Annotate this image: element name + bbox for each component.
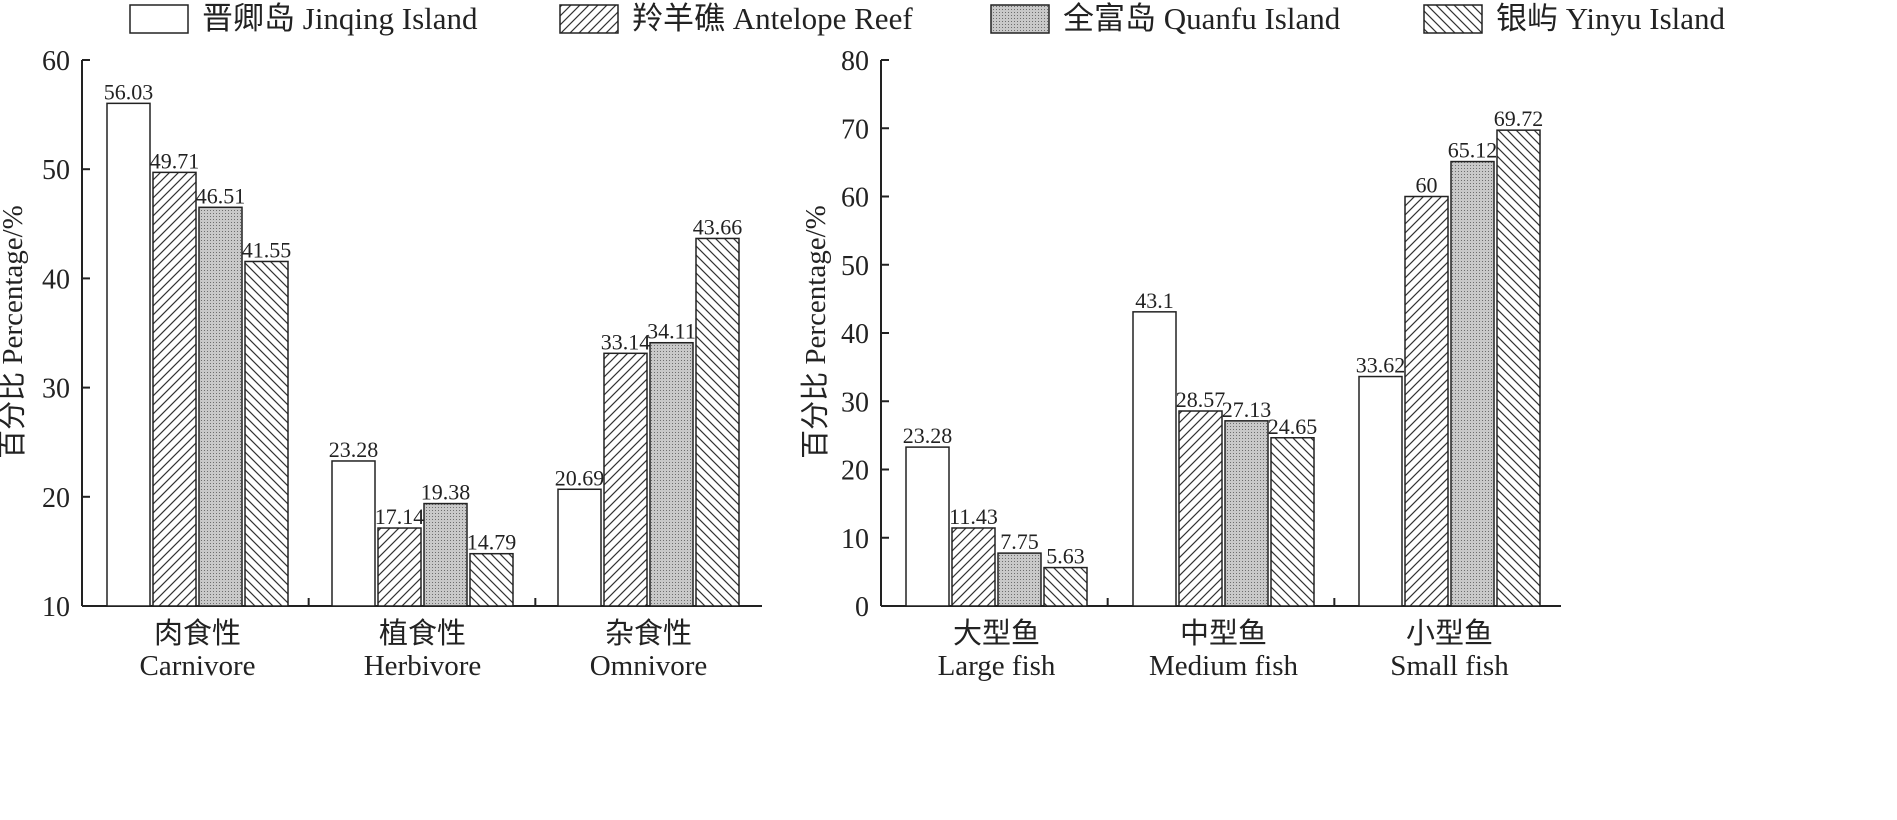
x-category-label-cn: 肉食性 [154,617,241,650]
y-tick-label: 20 [42,483,70,514]
data-label: 28.57 [1176,387,1226,412]
data-label: 43.1 [1135,288,1174,313]
bar-1-0-0 [905,446,950,607]
data-label: 5.63 [1046,544,1085,569]
data-label: 46.51 [196,183,246,208]
data-label: 65.12 [1448,138,1498,163]
bar-1-2-1 [1404,195,1449,607]
data-label: 41.55 [242,237,292,262]
y-axis-title: 百分比 Percentage/% [0,205,29,459]
data-label: 14.79 [467,530,517,555]
y-tick-label: 80 [841,46,869,77]
y-tick-label: 30 [42,374,70,405]
x-category-label-en: Herbivore [364,650,482,682]
legend-label-yinyu: 银屿 Yinyu Island [1496,1,1726,36]
bar-0-0-0 [106,102,151,607]
y-axis-title: 百分比 Percentage/% [799,205,832,459]
data-label: 20.69 [555,465,605,490]
legend-swatch-yinyu [1423,4,1483,34]
data-label: 69.72 [1494,106,1544,131]
data-label: 49.71 [150,148,200,173]
x-category-label-en: Small fish [1390,650,1509,682]
y-tick-label: 20 [841,456,869,487]
bar-0-0-1 [152,171,197,607]
legend-swatch-antelope [559,4,619,34]
bar-0-2-1 [603,352,648,607]
x-category-label-en: Omnivore [590,650,708,682]
bar-1-2-0 [1358,375,1403,607]
bar-1-1-3 [1270,437,1315,607]
x-category-label-cn: 小型鱼 [1406,617,1493,650]
bar-1-1-1 [1178,410,1223,607]
y-tick-label: 10 [42,592,70,623]
data-label: 24.65 [1268,414,1318,439]
legend-swatch-quanfu [990,4,1050,34]
x-category-label-en: Carnivore [140,650,256,682]
data-label: 23.28 [903,423,953,448]
bar-0-1-3 [469,552,514,607]
data-label: 23.28 [329,437,379,462]
legend-swatch-jinqing [129,4,189,34]
y-tick-label: 60 [841,183,869,214]
data-label: 11.43 [949,504,998,529]
bar-1-2-2 [1450,160,1495,607]
data-label: 60 [1416,173,1438,198]
bar-1-1-0 [1132,311,1177,607]
bar-0-0-3 [244,260,289,607]
bar-0-1-1 [377,527,422,607]
bar-0-2-0 [557,488,602,607]
x-category-label-cn: 杂食性 [605,617,692,650]
data-label: 43.66 [693,214,743,239]
x-category-label-cn: 大型鱼 [953,617,1040,650]
data-label: 33.62 [1356,353,1406,378]
legend-label-jinqing: 晋卿岛 Jinqing Island [202,1,478,36]
legend-label-antelope: 羚羊礁 Antelope Reef [632,1,913,36]
data-label: 17.14 [375,504,425,529]
bar-0-1-0 [331,460,376,607]
y-tick-label: 60 [42,46,70,77]
x-category-label-en: Medium fish [1149,650,1299,682]
x-category-label-cn: 植食性 [379,617,466,650]
bar-1-0-2 [997,552,1042,607]
y-tick-label: 0 [855,592,869,623]
y-tick-label: 40 [42,264,70,295]
bar-0-2-3 [695,237,740,607]
bar-1-1-2 [1224,420,1269,607]
bar-0-0-2 [198,206,243,607]
data-label: 7.75 [1000,529,1039,554]
bar-0-1-2 [423,502,468,607]
legend-swatches [129,4,1483,34]
y-tick-label: 30 [841,387,869,418]
legend-label-quanfu: 全富岛 Quanfu Island [1063,1,1341,36]
y-tick-label: 50 [841,251,869,282]
bar-1-0-3 [1043,566,1088,607]
data-label: 27.13 [1222,397,1272,422]
chart-legend: 晋卿岛 Jinqing Island 羚羊礁 Antelope Reef 全富岛… [0,0,1897,40]
bar-0-2-2 [649,341,694,607]
data-label: 56.03 [104,79,154,104]
y-tick-label: 50 [42,155,70,186]
y-tick-label: 10 [841,524,869,555]
x-category-label-en: Large fish [938,650,1056,682]
data-label: 19.38 [421,480,471,505]
x-category-label-cn: 中型鱼 [1180,617,1267,650]
bar-1-0-1 [951,527,996,607]
y-tick-label: 70 [841,114,869,145]
y-tick-label: 40 [841,319,869,350]
bar-1-2-3 [1496,129,1541,607]
data-label: 33.14 [601,329,651,354]
data-label: 34.11 [647,319,696,344]
